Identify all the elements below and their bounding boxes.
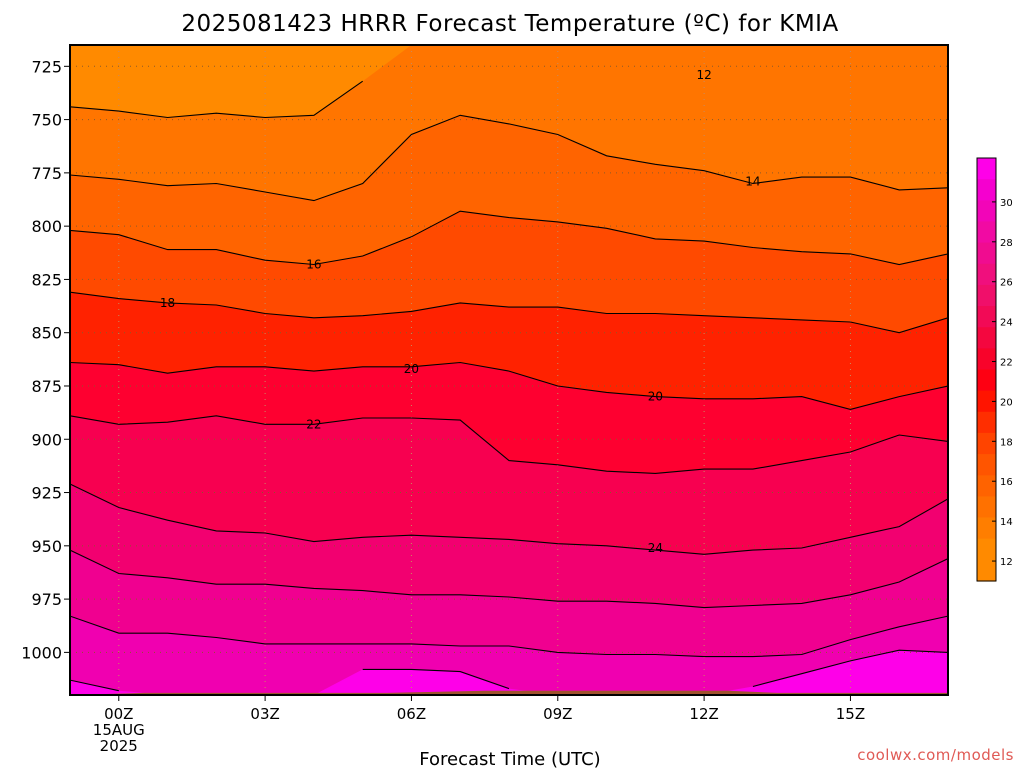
colorbar-bin [977,390,996,413]
y-tick-label-800: 800 [31,217,62,236]
colorbar-bin [977,200,996,223]
contour-line-12 [70,80,364,119]
contour-label-12: 12 [696,68,711,82]
colorbar-bin [977,432,996,455]
colorbar-tick-label: 30 [1000,198,1013,209]
contour-line-30 [70,679,119,692]
y-tick-label-775: 775 [31,164,62,183]
fill-band-above_30 [70,650,948,695]
x-tick-label: 09Z [543,705,572,723]
colorbar-bin [977,284,996,307]
x-tick-label: 15AUG [93,721,145,739]
colorbar-tick-label: 20 [1000,397,1013,408]
contour-line-26 [70,549,948,609]
ground-fill [70,690,948,695]
colorbar-bin [977,538,996,561]
contour-lines [70,80,948,692]
contour-label-16: 16 [306,258,321,272]
x-tick-label: 03Z [250,705,279,723]
colorbar-bin [977,475,996,498]
contour-line-24 [70,483,948,555]
colorbar-bin [977,369,996,392]
x-tick-label: 15Z [836,705,865,723]
colorbar-bin [977,158,996,180]
y-tick-label-1000: 1000 [21,643,62,662]
contour-line-30 [362,668,510,690]
colorbar-bin [977,559,996,582]
grid-lines [70,45,948,695]
contour-label-20: 20 [404,362,419,376]
x-tick-label: 2025 [100,737,138,755]
ground-layer [70,690,948,695]
x-tick-label: 00Z [104,705,133,723]
y-tick-label-950: 950 [31,537,62,556]
y-tick-label-850: 850 [31,324,62,343]
colorbar-bin [977,263,996,286]
plot-frame [69,44,949,696]
x-axis-label: Forecast Time (UTC) [419,749,600,768]
contour-label-20: 20 [648,390,663,404]
y-axis: 725 750 775 800 825 850 875 900 925 950 975 1000 [21,57,70,662]
colorbar-bin [977,221,996,244]
colorbar-frame [976,157,997,582]
colorbar-bin [977,306,996,328]
contour-line-20 [70,361,948,410]
contour-label-14: 14 [745,174,760,188]
colorbar: 30 28 26 24 22 20 18 16 14 12 [976,157,1013,582]
contour-label-22: 22 [306,417,321,431]
chart-title: 2025081423 HRRR Forecast Temperature (ºC… [181,11,838,37]
contour-label-24: 24 [648,541,663,555]
colorbar-bin [977,327,996,349]
contour-label-18: 18 [160,296,175,310]
colorbar-tick-label: 14 [1000,517,1013,528]
credit-text: coolwx.com/models [857,746,1014,764]
contour-labels: 12 14 16 18 20 20 22 24 [160,68,761,555]
fill-band-28_30 [70,616,948,695]
colorbar-bin [977,242,996,265]
x-tick-label: 06Z [397,705,426,723]
contour-line-22 [70,415,948,474]
colorbar-tick-label: 18 [1000,437,1013,448]
colorbar-tick-label: 12 [1000,557,1013,568]
y-tick-label-875: 875 [31,377,62,396]
colorbar-bin [977,411,996,434]
y-tick-label-900: 900 [31,430,62,449]
x-tick-label: 12Z [689,705,718,723]
y-tick-label-975: 975 [31,590,62,609]
y-tick-label-725: 725 [31,57,62,76]
y-tick-label-750: 750 [31,111,62,130]
contour-fills [70,45,948,695]
colorbar-tick-label: 28 [1000,238,1013,249]
colorbar-tick-label: 24 [1000,318,1013,329]
contour-line-28 [70,615,948,658]
contour-line-16 [70,210,948,266]
contour-line-18 [70,291,948,334]
colorbar-tick-label: 22 [1000,358,1013,369]
colorbar-bin [977,454,996,476]
colorbar-bin [977,496,996,519]
colorbar-tick-label: 26 [1000,278,1013,289]
y-tick-label-825: 825 [31,270,62,289]
colorbar-bin [977,348,996,371]
colorbar-bin [977,179,996,201]
y-tick-label-925: 925 [31,484,62,503]
colorbar-bin [977,517,996,540]
contour-line-30 [752,649,948,688]
colorbar-tick-label: 16 [1000,477,1013,488]
contour-line-14 [70,114,948,202]
